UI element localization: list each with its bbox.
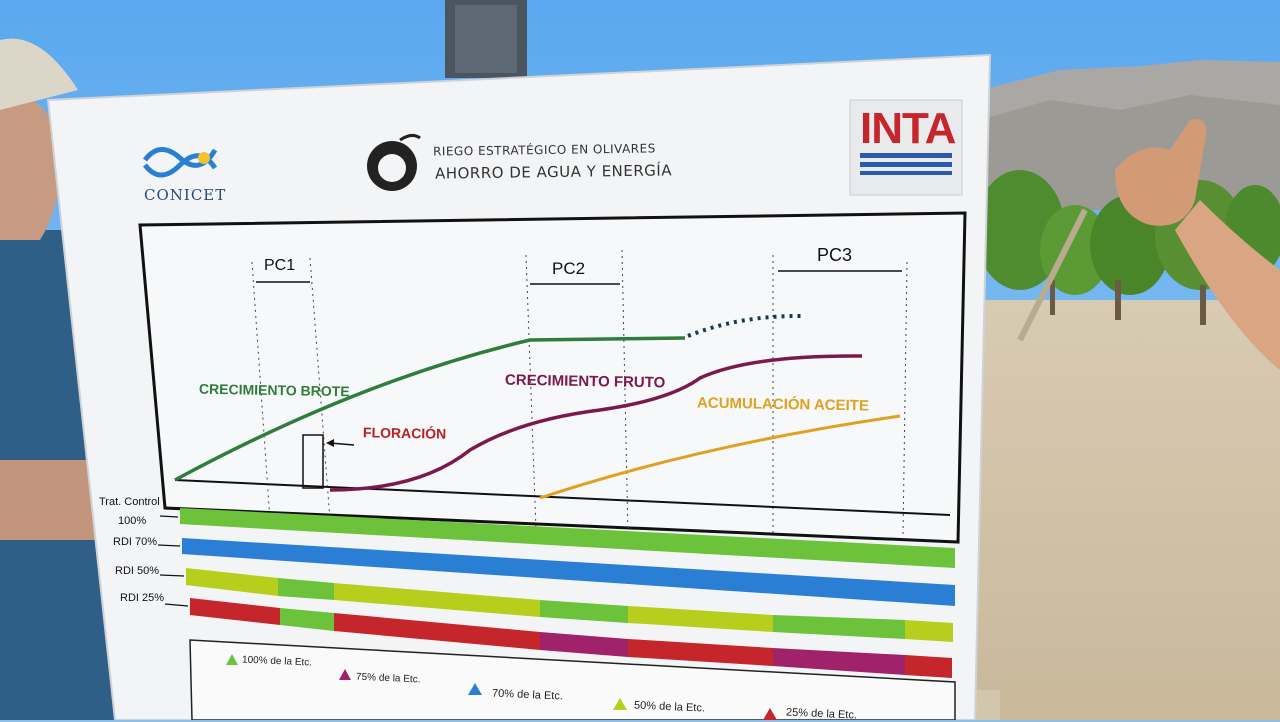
- phase-pc2: PC2: [552, 259, 586, 278]
- chart-frame: [138, 211, 967, 544]
- treatment-rdi50: RDI 50%: [115, 565, 160, 577]
- bar-rdi50-seg1: [186, 568, 278, 596]
- legend-box: [189, 639, 956, 720]
- treatment-bars: [180, 508, 955, 678]
- curve-aceite: [539, 414, 901, 500]
- label-crecimiento-brote: CRECIMIENTO BROTE: [198, 380, 350, 400]
- conicet-label: CONICET: [144, 186, 227, 204]
- floracion-marker: [302, 434, 324, 489]
- curve-brote: [174, 336, 686, 482]
- inta-label: INTA: [860, 104, 956, 153]
- label-crecimiento-fruto: CRECIMIENTO FRUTO: [504, 371, 666, 392]
- legend-markers: [226, 654, 777, 720]
- bar-control: [180, 508, 955, 568]
- label-acumulacion-aceite: ACUMULACIÓN ACEITE: [696, 394, 870, 415]
- phase-dividers: [251, 249, 908, 536]
- treatment-control-line1: Trat. Control: [99, 496, 160, 508]
- curve-brote-projected: [687, 313, 806, 338]
- chart-axis: [174, 479, 951, 516]
- olive-project-logo: [367, 133, 421, 191]
- bar-rdi25-seg1: [190, 598, 280, 625]
- bar-rdi70: [182, 538, 955, 606]
- phase-pc1: PC1: [264, 257, 296, 274]
- pointing-hand: [1115, 119, 1280, 370]
- label-floracion: FLORACIÓN: [362, 424, 447, 442]
- inta-logo: [849, 99, 963, 196]
- treatment-rdi25: RDI 25%: [120, 592, 165, 604]
- project-title-line2: AHORRO DE AGUA Y ENERGÍA: [434, 161, 673, 183]
- treatment-control-line2: 100%: [118, 515, 147, 527]
- phase-pc3: PC3: [817, 245, 853, 265]
- conicet-logo: [143, 147, 218, 178]
- curve-fruto: [329, 354, 863, 492]
- treatment-rdi70: RDI 70%: [113, 536, 158, 548]
- phase-arrows: [256, 270, 902, 285]
